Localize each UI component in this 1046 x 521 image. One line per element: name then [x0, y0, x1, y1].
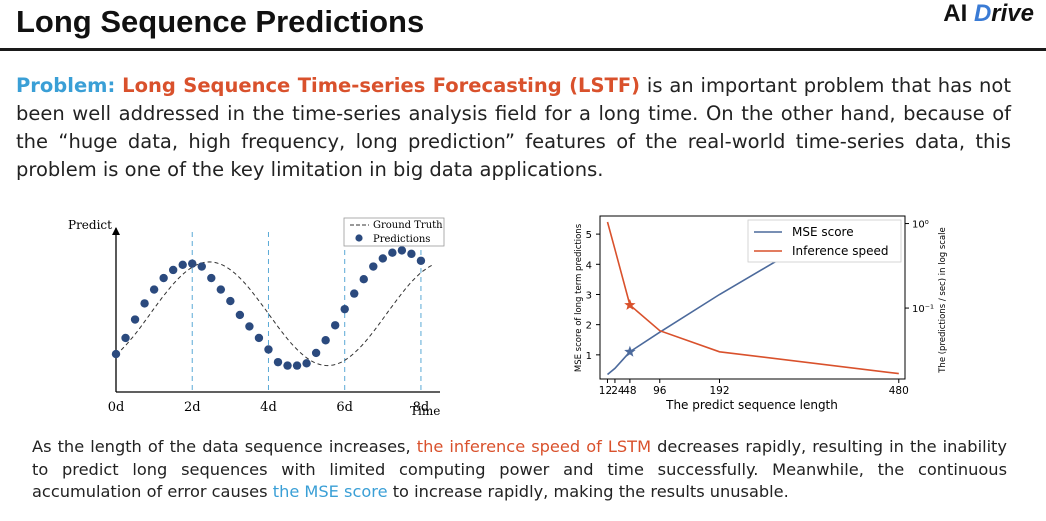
prediction-point [350, 289, 359, 298]
legend-mse-label: MSE score [792, 225, 854, 239]
prediction-point [264, 345, 273, 354]
x-axis-label: The predict sequence length [665, 398, 838, 412]
prediction-point [207, 273, 216, 283]
legend-box [343, 217, 445, 247]
prediction-point [140, 299, 149, 308]
x-tick-label: 4d [260, 400, 277, 415]
prediction-point [188, 259, 197, 268]
prediction-point [168, 265, 178, 275]
x-tick-label: 480 [889, 385, 909, 397]
bottom-highlight-speed: the inference speed of LSTM [416, 437, 652, 456]
prediction-point [378, 254, 388, 263]
prediction-point [254, 333, 264, 343]
y-axis-label: MSE score of long term predictions [574, 223, 584, 372]
y-tick-label: 5 [586, 230, 592, 241]
prediction-point [369, 262, 378, 271]
prediction-point [397, 246, 407, 255]
problem-statement: Problem: Long Sequence Time-series Forec… [16, 72, 1011, 184]
bottom-highlight-mse: the MSE score [272, 482, 388, 501]
y2-axis-label: The (predictions / sec) in log scale [938, 227, 948, 374]
x-tick-label: 192 [709, 385, 729, 397]
star-marker [624, 299, 636, 310]
x-tick-label: 12 [599, 385, 612, 397]
prediction-point [178, 260, 187, 269]
prediction-point [359, 275, 368, 284]
x-tick-label: 6d [336, 400, 353, 415]
logo-part-ai: AI [943, 0, 974, 27]
prediction-point [283, 361, 292, 370]
prediction-point [321, 336, 330, 345]
bottom-text-3: to increase rapidly, making the results … [387, 482, 789, 501]
prediction-point [121, 333, 130, 343]
mse-speed-figure: 1 2 3 4 5 12 24 48 96 192 480 10⁰ 10⁻¹ MSE score Infer… [570, 212, 970, 422]
prediction-figure: Predict Time 0d 2d 4d 6d 8d Ground Truth Predict… [60, 210, 450, 430]
x-tick-label: 2d [184, 400, 201, 415]
prediction-point [245, 322, 254, 331]
prediction-point [159, 273, 168, 283]
y-axis-arrow [112, 227, 120, 235]
star-marker [624, 345, 636, 357]
legend-box [747, 219, 902, 263]
prediction-point [226, 296, 235, 306]
prediction-point [302, 359, 311, 368]
x-tick-label: 0d [108, 400, 125, 415]
prediction-point [130, 315, 140, 324]
bottom-text-2: decreases rapidly, resulting in the inab… [32, 437, 1007, 501]
y2-tick-label: 10⁻¹ [912, 304, 934, 315]
y-tick-label: 1 [586, 351, 592, 362]
y-axis-label: Predict [68, 218, 112, 232]
legend-ground-truth-label: Ground Truth [373, 220, 443, 231]
problem-label: Problem: [16, 74, 116, 97]
y-tick-label: 3 [586, 290, 592, 301]
problem-highlight: Long Sequence Time-series Forecasting (L… [122, 74, 641, 97]
prediction-point [292, 361, 302, 370]
x-tick-label: 96 [653, 385, 667, 397]
ground-truth-line [115, 261, 433, 367]
prediction-point [388, 248, 397, 257]
prediction-point [330, 321, 340, 330]
y-tick-label: 2 [586, 321, 592, 332]
logo-part-d: D [973, 0, 992, 27]
plot-frame [599, 215, 906, 380]
series-line-mse-score [606, 247, 800, 376]
y2-tick-label: 10⁰ [912, 220, 929, 231]
bottom-text-1: As the length of the data sequence incre… [32, 437, 417, 456]
ai-drive-logo: AI Drive [943, 0, 1034, 28]
prediction-point [111, 349, 121, 359]
prediction-point [311, 348, 321, 358]
title-divider [0, 48, 1046, 51]
legend-predictions-label: Predictions [373, 234, 430, 245]
x-tick-label: 8d [413, 400, 430, 415]
prediction-point [216, 285, 226, 294]
prediction-chart: Predict Time 0d 2d 4d 6d 8d Ground Truth Predict… [68, 217, 445, 418]
slide-title: Long Sequence Predictions [16, 4, 425, 39]
prediction-point [340, 304, 349, 314]
legend-speed-label: Inference speed [792, 244, 888, 258]
series-line-inference-speed [606, 221, 899, 375]
x-axis-label: Time [410, 404, 440, 418]
x-tick-label: 24 [611, 385, 625, 397]
y-tick-label: 4 [586, 260, 592, 271]
logo-part-rive: rive [991, 0, 1034, 27]
problem-text: is an important problem that has not bee… [16, 74, 1011, 181]
legend-predictions-swatch [355, 234, 363, 242]
prediction-point [273, 357, 283, 367]
prediction-point [416, 256, 426, 265]
bottom-explanation: As the length of the data sequence incre… [32, 436, 1007, 504]
x-tick-label: 48 [623, 385, 636, 397]
prediction-point [149, 285, 159, 294]
prediction-point [197, 262, 206, 271]
prediction-point [235, 310, 245, 320]
prediction-point [407, 249, 416, 259]
